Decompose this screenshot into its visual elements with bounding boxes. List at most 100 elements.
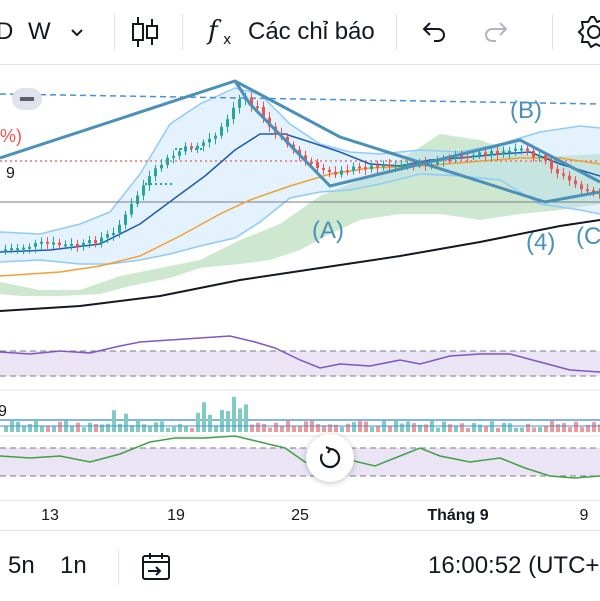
candle	[364, 167, 367, 170]
settings-button[interactable]	[576, 0, 600, 64]
volume-bar	[316, 424, 320, 432]
candlestick-icon	[132, 17, 158, 47]
candle	[346, 170, 349, 173]
oscillator-band	[0, 448, 600, 476]
volume-bar	[340, 426, 344, 432]
volume-bar	[562, 423, 566, 432]
candle	[592, 190, 595, 193]
candle	[460, 155, 463, 158]
moving-average-fast	[0, 133, 600, 253]
volume-bar	[280, 426, 284, 432]
refresh-icon	[319, 446, 341, 469]
candle	[262, 106, 265, 118]
toolbar-divider	[114, 14, 115, 50]
candle	[562, 173, 565, 176]
candle	[112, 232, 115, 235]
volume-bar	[424, 424, 428, 432]
volume-bar	[484, 426, 488, 432]
candle	[556, 168, 559, 174]
wave-pattern-line	[0, 79, 600, 204]
interval-selector[interactable]: W	[28, 0, 85, 64]
candle	[22, 247, 25, 250]
wave-label-a: (A)	[312, 217, 344, 244]
collapse-legend-button[interactable]	[12, 88, 42, 110]
range-5n-button[interactable]: 5n	[8, 531, 35, 601]
undo-icon	[422, 22, 445, 42]
candle	[196, 145, 199, 149]
volume-bar	[364, 421, 368, 432]
candle	[190, 146, 193, 149]
wave-label-4: (4)	[526, 229, 555, 256]
volume-bar	[46, 425, 50, 432]
candle	[136, 195, 139, 204]
volume-bar	[244, 404, 248, 432]
volume-bar	[118, 423, 122, 432]
candle	[28, 246, 31, 249]
chart-svg[interactable]: (B) (A) (4) (C %) 9 9	[0, 64, 600, 500]
chart-type-button[interactable]	[130, 0, 160, 64]
volume-bar	[262, 423, 266, 432]
volume-bar	[76, 422, 80, 432]
volume-bar	[526, 423, 530, 432]
undo-button[interactable]	[420, 0, 448, 64]
candle	[328, 169, 331, 172]
candle	[166, 157, 169, 165]
candle	[520, 148, 523, 151]
candle	[334, 171, 337, 175]
candle	[388, 164, 391, 167]
candle	[544, 155, 547, 161]
volume-bar	[352, 422, 356, 432]
toolbar-divider	[182, 14, 183, 50]
volume-bar	[70, 426, 74, 432]
volume-bar	[52, 426, 56, 432]
candle	[154, 168, 157, 177]
volume-bar	[178, 424, 182, 432]
redo-button[interactable]	[482, 0, 510, 64]
candle	[214, 135, 217, 139]
candle	[310, 161, 313, 164]
candle	[550, 160, 553, 169]
volume-bar	[322, 425, 326, 432]
time-axis[interactable]: 13 19 25 Tháng 9 9	[0, 500, 600, 531]
candle	[64, 244, 67, 247]
volume-bar	[514, 427, 518, 432]
candle	[4, 249, 7, 252]
x-tick-label: 13	[41, 507, 59, 524]
timezone-clock[interactable]: 16:00:52 (UTC+	[428, 531, 599, 601]
symbol-partial-label[interactable]: D	[0, 0, 13, 64]
bottom-divider	[118, 549, 119, 585]
volume-bar	[184, 425, 188, 432]
volume-bar	[190, 427, 194, 432]
candle	[202, 142, 205, 146]
candle	[226, 119, 229, 127]
side-percent-label: %)	[0, 126, 22, 146]
candle	[586, 189, 589, 192]
go-to-date-button[interactable]	[140, 531, 172, 601]
candle	[466, 156, 469, 159]
volume-bar	[388, 425, 392, 432]
volume-bar	[400, 423, 404, 432]
volume-bar	[208, 414, 212, 432]
volume-bar	[442, 421, 446, 432]
candle	[256, 106, 259, 109]
chart-canvas[interactable]: (B) (A) (4) (C %) 9 9	[0, 64, 600, 500]
volume-bar	[466, 427, 470, 432]
candle	[232, 107, 235, 120]
candle	[406, 164, 409, 167]
reset-chart-button[interactable]	[306, 434, 354, 482]
range-1n-button[interactable]: 1n	[60, 531, 87, 601]
candle	[358, 166, 361, 169]
candle	[82, 243, 85, 247]
volume-bar	[4, 426, 8, 432]
indicators-button[interactable]: f x Các chỉ báo	[206, 0, 375, 64]
clock-text: 16:00:52 (UTC+	[428, 552, 600, 579]
candle	[106, 234, 109, 238]
candle	[532, 150, 535, 158]
candle	[88, 240, 91, 244]
volume-bar	[406, 421, 410, 432]
volume-bar	[502, 422, 506, 432]
candle	[100, 237, 103, 244]
candle	[376, 165, 379, 168]
volume-bar	[460, 423, 464, 432]
volume-bar	[106, 423, 110, 432]
